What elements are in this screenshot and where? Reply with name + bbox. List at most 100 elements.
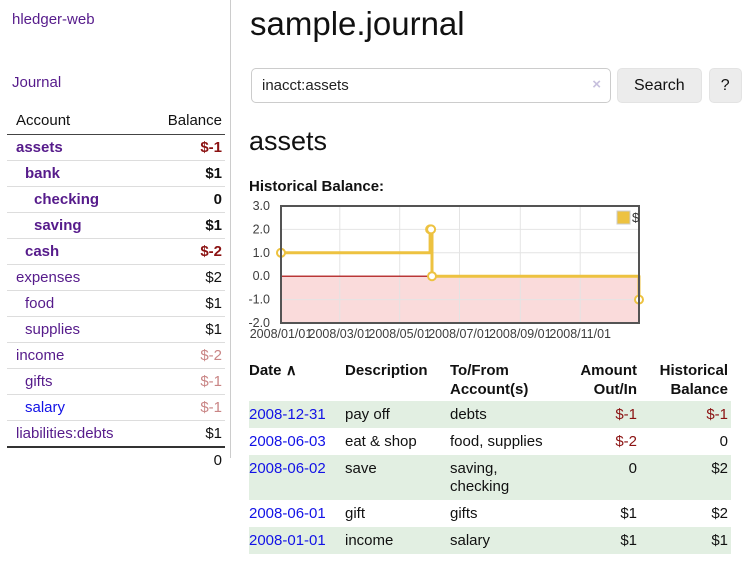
transaction-description: save — [345, 460, 377, 477]
main-content: sample.journal × Search ? assets Histori… — [248, 0, 742, 554]
account-balance: $2 — [148, 264, 225, 291]
account-row: salary $-1 — [7, 394, 225, 421]
svg-text:2008/09/01: 2008/09/01 — [489, 327, 552, 341]
transaction-accounts: gifts — [450, 505, 478, 522]
transaction-date-cell: 2008-06-03 — [249, 428, 345, 455]
transaction-amount: $-1 — [615, 406, 637, 423]
historical-balance-chart: $3.0 2.0 1.0 0.0 -1.0 -2.02008/01/012008/03/0… — [248, 200, 644, 341]
svg-text:2008/05/01: 2008/05/01 — [368, 327, 431, 341]
sort-by-date[interactable]: Date — [249, 362, 282, 379]
account-row: checking 0 — [7, 186, 225, 213]
account-balance: $1 — [148, 316, 225, 343]
account-link[interactable]: bank — [25, 165, 61, 182]
svg-text:$: $ — [632, 210, 640, 225]
account-balance: $-1 — [148, 368, 225, 395]
account-balance: $-2 — [148, 238, 225, 265]
transaction-date-link[interactable]: 2008-01-01 — [249, 532, 326, 549]
transaction-date-cell: 2008-01-01 — [249, 527, 345, 554]
account-link[interactable]: income — [16, 347, 65, 364]
transaction-accounts: food, supplies — [450, 433, 543, 450]
account-balance: $1 — [148, 290, 225, 317]
account-cell: checking — [7, 186, 149, 213]
page-title: sample.journal — [250, 5, 465, 42]
account-link[interactable]: salary — [25, 399, 66, 416]
search-input[interactable] — [251, 68, 611, 103]
col-description: Description — [345, 362, 428, 379]
transaction-accounts: salary — [450, 532, 491, 549]
account-link[interactable]: supplies — [25, 321, 81, 338]
app-title[interactable]: hledger-web — [12, 11, 95, 28]
help-button[interactable]: ? — [708, 68, 742, 103]
col-balance: Historical Balance — [659, 362, 728, 398]
account-balance: $1 — [148, 212, 225, 239]
transaction-date-cell: 2008-12-31 — [249, 401, 345, 428]
accounts-header-row: Account Balance — [7, 108, 225, 135]
search-button[interactable]: Search — [617, 68, 702, 103]
account-link[interactable]: saving — [34, 217, 82, 234]
transaction-balance: $-1 — [706, 406, 728, 423]
account-balance: 0 — [148, 186, 225, 213]
transaction-amount: $1 — [620, 532, 637, 549]
account-cell: assets — [7, 135, 149, 161]
account-row: cash $-2 — [7, 238, 225, 265]
transaction-description: pay off — [345, 406, 390, 423]
transaction-date-link[interactable]: 2008-06-01 — [249, 505, 326, 522]
account-heading: assets — [249, 126, 328, 156]
account-row: expenses $2 — [7, 264, 225, 291]
transaction-balance: $2 — [711, 460, 728, 477]
account-cell: income — [7, 342, 149, 369]
svg-text:-1.0: -1.0 — [248, 293, 270, 307]
col-amount: Amount Out/In — [580, 362, 637, 398]
register-row: 2008-06-01 gift gifts $1 $2 — [249, 500, 731, 527]
account-cell: salary — [7, 394, 149, 421]
account-row: bank $1 — [7, 160, 225, 187]
clear-search-icon[interactable]: × — [592, 76, 601, 93]
accounts-header-account: Account — [7, 108, 149, 135]
accounts-total-balance: 0 — [148, 446, 225, 473]
account-row: assets $-1 — [7, 135, 225, 161]
transaction-date-cell: 2008-06-01 — [249, 500, 345, 527]
svg-text:2008/07/01: 2008/07/01 — [428, 327, 491, 341]
accounts-table: Account Balance assets $-1 bank $1 checking 0… — [7, 108, 225, 473]
sidebar: hledger-web Journal Account Balance asse… — [0, 0, 231, 473]
transaction-balance: $1 — [711, 532, 728, 549]
account-link[interactable]: liabilities:debts — [16, 425, 114, 442]
account-balance: $-1 — [148, 394, 225, 421]
col-accounts: To/From Account(s) — [450, 362, 529, 398]
account-cell: liabilities:debts — [7, 420, 149, 447]
transaction-date-link[interactable]: 2008-06-03 — [249, 433, 326, 450]
account-cell: saving — [7, 212, 149, 239]
account-link[interactable]: cash — [25, 243, 60, 260]
transaction-accounts: debts — [450, 406, 487, 423]
svg-text:0.0: 0.0 — [253, 269, 270, 283]
register-row: 2008-06-02 save saving, checking 0 $2 — [249, 455, 731, 500]
account-row: liabilities:debts $1 — [7, 420, 225, 447]
account-row: income $-2 — [7, 342, 225, 369]
transaction-date-link[interactable]: 2008-12-31 — [249, 406, 326, 423]
account-cell: cash — [7, 238, 149, 265]
nav-journal-link[interactable]: Journal — [12, 74, 62, 91]
account-balance: $-2 — [148, 342, 225, 369]
account-cell: expenses — [7, 264, 149, 291]
account-link[interactable]: assets — [16, 139, 63, 156]
svg-text:3.0: 3.0 — [253, 200, 270, 213]
transaction-accounts: saving, checking — [450, 460, 510, 495]
account-link[interactable]: gifts — [25, 373, 53, 390]
account-balance: $1 — [148, 420, 225, 447]
account-link[interactable]: food — [25, 295, 55, 312]
transaction-amount: 0 — [628, 460, 637, 477]
svg-text:-2.0: -2.0 — [248, 316, 270, 330]
account-link[interactable]: expenses — [16, 269, 81, 286]
account-row: supplies $1 — [7, 316, 225, 343]
transaction-date-link[interactable]: 2008-06-02 — [249, 460, 326, 477]
account-cell: supplies — [7, 316, 149, 343]
svg-text:2008/01/01: 2008/01/01 — [250, 327, 313, 341]
transaction-description: gift — [345, 505, 366, 522]
transaction-date-cell: 2008-06-02 — [249, 455, 345, 500]
svg-text:2.0: 2.0 — [253, 222, 270, 236]
account-cell: food — [7, 290, 149, 317]
svg-text:2008/11/01: 2008/11/01 — [549, 327, 611, 341]
accounts-total-row: 0 — [7, 446, 225, 473]
account-link[interactable]: checking — [34, 191, 100, 208]
accounts-header-balance: Balance — [148, 108, 225, 135]
